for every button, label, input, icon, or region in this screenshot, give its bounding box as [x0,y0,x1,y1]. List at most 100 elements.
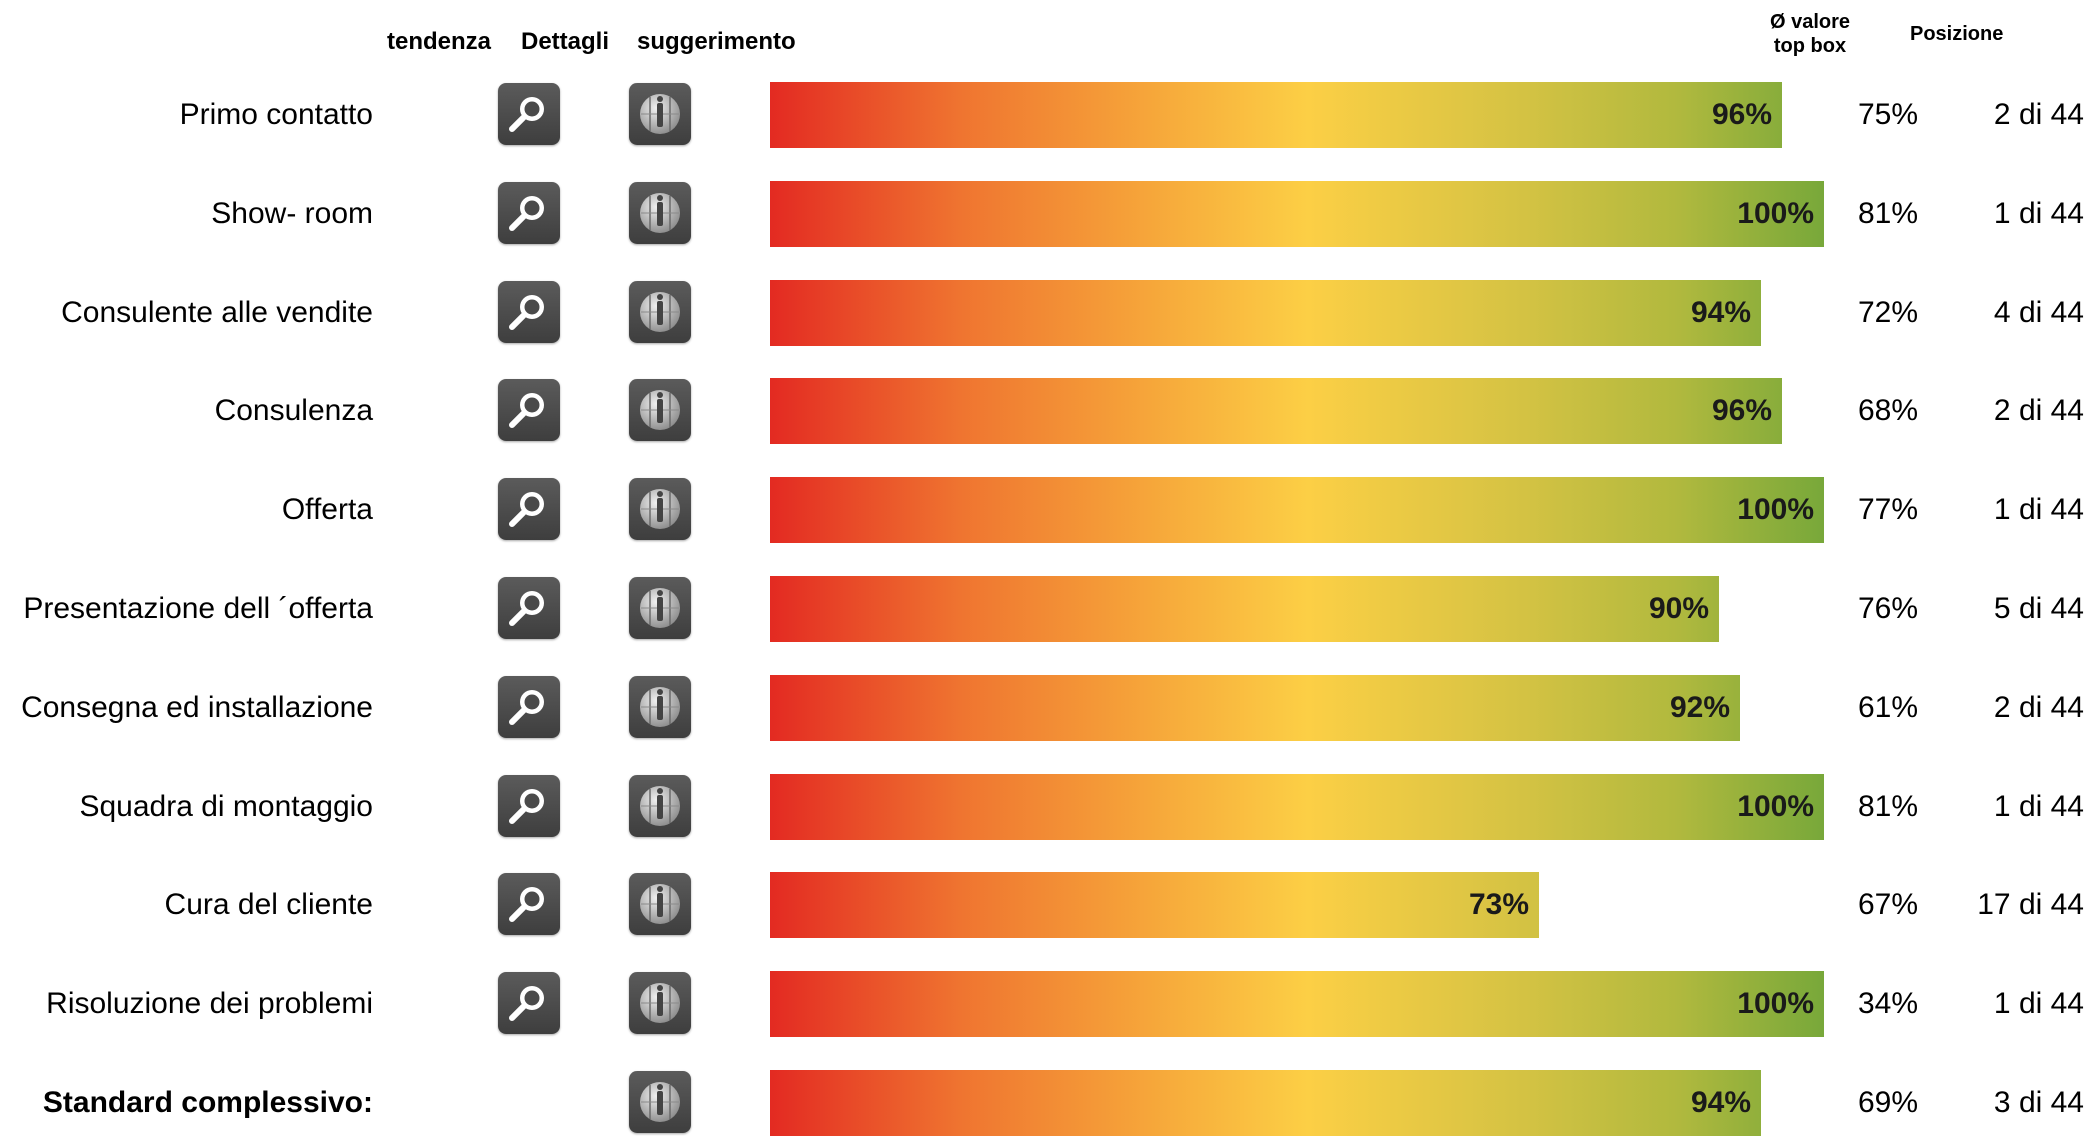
column-header-posizione: Posizione [1910,23,2004,45]
magnifier-icon [509,196,544,231]
avg-top-box-value: 69% [1858,1086,1919,1119]
details-button[interactable] [498,577,560,639]
info-globe-icon [640,193,680,233]
score-bar-value: 100% [1737,790,1814,823]
score-bar-value: 94% [1690,296,1751,329]
info-globe-icon [640,884,680,924]
row-label: Risoluzione dei problemi [46,987,373,1020]
details-button[interactable] [498,281,560,343]
table-row: Primo contatto [0,82,2089,148]
position-value: 1 di 44 [1993,790,2084,823]
avg-top-box-value: 72% [1858,296,1919,329]
score-bar: 92% [770,675,1740,741]
row-label: Cura del cliente [164,888,373,921]
position-value: 4 di 44 [1993,296,2084,329]
score-bar: 96% [770,378,1782,444]
suggestion-button[interactable] [629,577,691,639]
table-row: Show- room [0,181,2089,247]
info-globe-icon [640,94,680,134]
details-button[interactable] [498,379,560,441]
score-bar-value: 100% [1737,987,1814,1020]
magnifier-icon [509,789,544,824]
score-bar-track: 96% [770,378,1824,444]
details-button[interactable] [498,972,560,1034]
magnifier-icon [509,295,544,330]
row-label: Primo contatto [179,98,373,131]
row-label: Consegna ed installazione [21,691,373,724]
score-bar-track: 96% [770,82,1824,148]
suggestion-button[interactable] [629,676,691,738]
position-value: 3 di 44 [1993,1086,2084,1119]
suggestion-button[interactable] [629,478,691,540]
table-row: Risoluzione dei problemi [0,971,2089,1037]
score-bar-track: 100% [770,774,1824,840]
suggestion-button[interactable] [629,972,691,1034]
avg-top-box-value: 76% [1858,592,1919,625]
table-row: Cura del cliente [0,872,2089,938]
details-button[interactable] [498,775,560,837]
row-label: Offerta [281,493,373,526]
score-bar: 100% [770,774,1824,840]
table-row: Standard complessivo: [0,1070,2089,1136]
score-bar-value: 100% [1737,493,1814,526]
table-row: Squadra di montaggio [0,774,2089,840]
score-bar: 94% [770,1070,1761,1136]
suggestion-button[interactable] [629,1071,691,1133]
position-value: 1 di 44 [1993,493,2084,526]
magnifier-icon [509,492,544,527]
magnifier-icon [509,690,544,725]
table-row: Consulenza [0,378,2089,444]
suggestion-button[interactable] [629,379,691,441]
suggestion-button[interactable] [629,182,691,244]
score-bar-track: 100% [770,477,1824,543]
info-globe-icon [640,786,680,826]
suggestion-button[interactable] [629,83,691,145]
score-bar-value: 94% [1690,1086,1751,1119]
info-globe-icon [640,687,680,727]
magnifier-icon [509,393,544,428]
details-button[interactable] [498,182,560,244]
position-value: 17 di 44 [1977,888,2084,921]
table-row: Presentazione dell ´offerta [0,576,2089,642]
details-button[interactable] [498,83,560,145]
table-row: Offerta [0,477,2089,543]
score-bar: 73% [770,872,1539,938]
position-value: 2 di 44 [1993,691,2084,724]
row-label: Show- room [211,197,373,230]
column-header-suggerimento: suggerimento [637,28,796,55]
table-row: Consegna ed installazione [0,675,2089,741]
score-bar: 90% [770,576,1719,642]
score-bar-track: 73% [770,872,1824,938]
details-button[interactable] [498,676,560,738]
position-value: 2 di 44 [1993,394,2084,427]
avg-top-box-value: 61% [1858,691,1919,724]
row-label: Squadra di montaggio [79,790,373,823]
info-globe-icon [640,588,680,628]
score-bar-value: 96% [1711,394,1772,427]
score-bar-value: 96% [1711,98,1772,131]
suggestion-button[interactable] [629,281,691,343]
details-button[interactable] [498,478,560,540]
avg-top-box-value: 77% [1858,493,1919,526]
avg-top-box-value: 67% [1858,888,1919,921]
suggestion-button[interactable] [629,775,691,837]
score-bar-track: 100% [770,181,1824,247]
score-bar: 100% [770,477,1824,543]
info-globe-icon [640,292,680,332]
row-label: Standard complessivo: [42,1086,373,1119]
column-header-tendenza: tendenza [387,28,492,55]
score-bar-track: 100% [770,971,1824,1037]
avg-top-box-value: 68% [1858,394,1919,427]
score-bar-value: 100% [1737,197,1814,230]
column-header-avg-line1: Ø valore [1769,11,1851,33]
score-bar: 96% [770,82,1782,148]
score-bar-value: 90% [1648,592,1709,625]
details-button[interactable] [498,873,560,935]
suggestion-button[interactable] [629,873,691,935]
info-globe-icon [640,489,680,529]
info-globe-icon [640,983,680,1023]
column-header-dettagli: Dettagli [521,28,610,55]
magnifier-icon [509,887,544,922]
avg-top-box-value: 81% [1858,197,1919,230]
position-value: 2 di 44 [1993,98,2084,131]
